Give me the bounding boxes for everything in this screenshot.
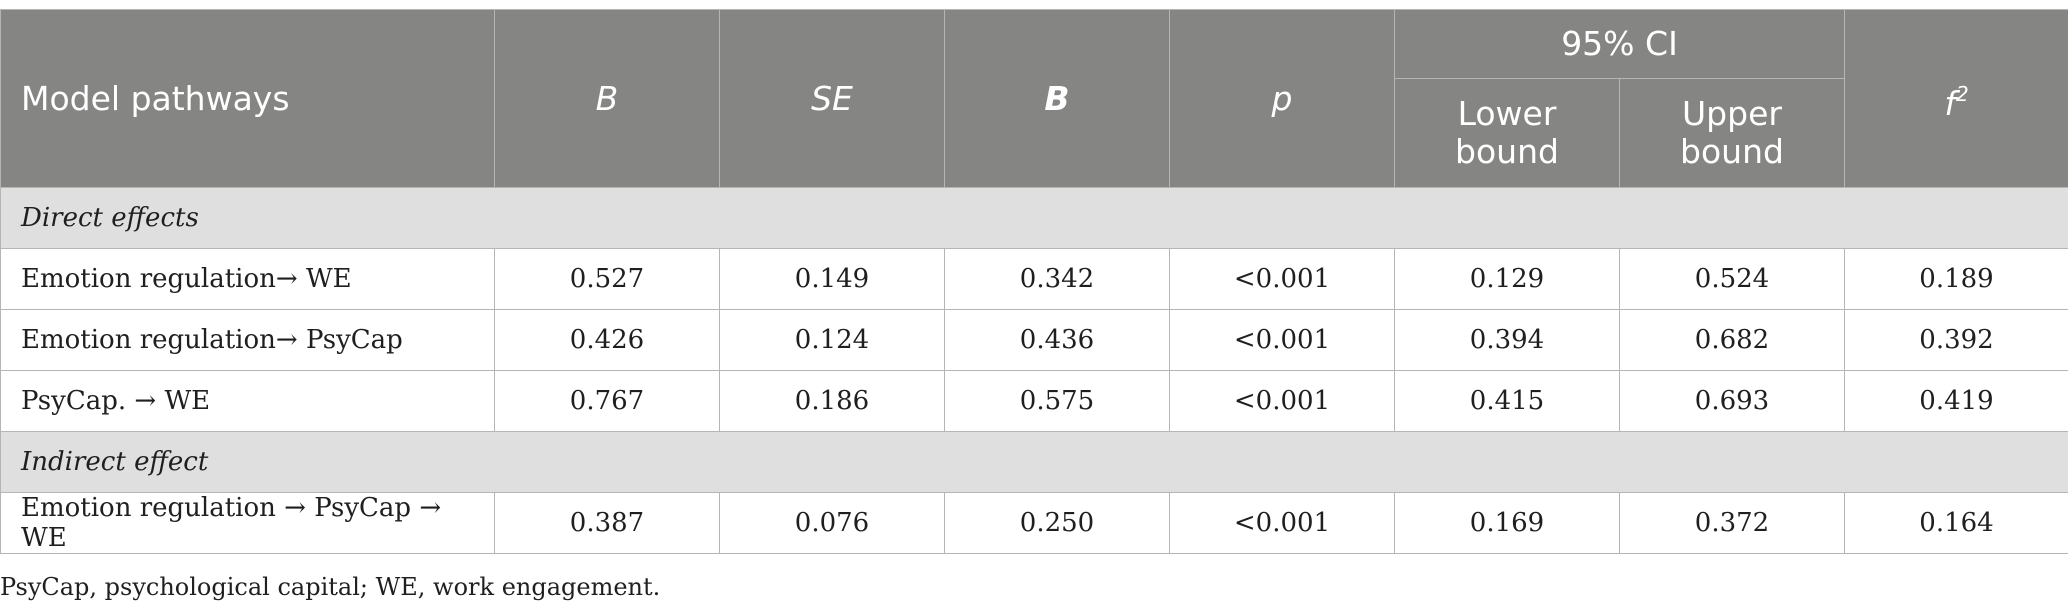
cell-f2: 0.189 [1844, 248, 2068, 310]
header-beta: B [944, 9, 1170, 188]
cell-beta: 0.250 [944, 492, 1170, 554]
cell-lower: 0.394 [1394, 309, 1620, 371]
model-pathways-table: Model pathways B SE B p 95% CI f2 Lower … [0, 9, 2068, 554]
cell-b: 0.387 [494, 492, 720, 554]
cell-se: 0.186 [719, 370, 945, 432]
section-label: Indirect effect [0, 431, 2068, 493]
cell-beta: 0.342 [944, 248, 1170, 310]
header-p: p [1169, 9, 1395, 188]
table-row: Emotion regulation → PsyCap → WE 0.387 0.0… [0, 492, 2068, 554]
cell-beta: 0.575 [944, 370, 1170, 432]
header-f2: f2 [1844, 9, 2068, 188]
header-se: SE [719, 9, 945, 188]
cell-se: 0.149 [719, 248, 945, 310]
cell-lower: 0.415 [1394, 370, 1620, 432]
header-f2-sup: 2 [1955, 81, 1969, 106]
cell-p: <0.001 [1169, 492, 1395, 554]
cell-upper: 0.372 [1619, 492, 1845, 554]
header-upper-bound: Upper bound [1619, 78, 1845, 188]
table-header: Model pathways B SE B p 95% CI f2 Lower … [0, 9, 2068, 188]
cell-b: 0.527 [494, 248, 720, 310]
cell-p: <0.001 [1169, 309, 1395, 371]
header-lower-bound: Lower bound [1394, 78, 1620, 188]
cell-upper: 0.693 [1619, 370, 1845, 432]
table-row: Emotion regulation→ PsyCap 0.426 0.124 0.43… [0, 309, 2068, 371]
section-row: Indirect effect [0, 431, 2068, 493]
header-f2-base: f [1944, 83, 1956, 123]
section-row: Direct effects [0, 187, 2068, 249]
header-model-pathways: Model pathways [0, 9, 495, 188]
cell-b: 0.426 [494, 309, 720, 371]
table-row: PsyCap. → WE 0.767 0.186 0.575 <0.001 0.415 0.… [0, 370, 2068, 432]
cell-lower: 0.129 [1394, 248, 1620, 310]
cell-b: 0.767 [494, 370, 720, 432]
cell-se: 0.124 [719, 309, 945, 371]
cell-path: Emotion regulation→ PsyCap [0, 309, 495, 371]
header-b: B [494, 9, 720, 188]
cell-f2: 0.392 [1844, 309, 2068, 371]
cell-p: <0.001 [1169, 370, 1395, 432]
header-ci: 95% CI [1394, 9, 1845, 79]
header-upper-bound-label: Upper bound [1680, 94, 1784, 171]
cell-path: Emotion regulation→ WE [0, 248, 495, 310]
cell-path: PsyCap. → WE [0, 370, 495, 432]
cell-lower: 0.169 [1394, 492, 1620, 554]
cell-f2: 0.164 [1844, 492, 2068, 554]
cell-f2: 0.419 [1844, 370, 2068, 432]
cell-upper: 0.682 [1619, 309, 1845, 371]
cell-path: Emotion regulation → PsyCap → WE [0, 492, 495, 554]
cell-se: 0.076 [719, 492, 945, 554]
table-body: Direct effects Emotion regulation→ WE 0.52… [0, 187, 2068, 554]
cell-beta: 0.436 [944, 309, 1170, 371]
header-lower-bound-label: Lower bound [1455, 94, 1559, 171]
cell-p: <0.001 [1169, 248, 1395, 310]
cell-upper: 0.524 [1619, 248, 1845, 310]
section-label: Direct effects [0, 187, 2068, 249]
table-row: Emotion regulation→ WE 0.527 0.149 0.342 <0.… [0, 248, 2068, 310]
results-table-container: Model pathways B SE B p 95% CI f2 Lower … [0, 9, 2068, 554]
table-footnote: PsyCap, psychological capital; WE, work … [0, 573, 661, 601]
